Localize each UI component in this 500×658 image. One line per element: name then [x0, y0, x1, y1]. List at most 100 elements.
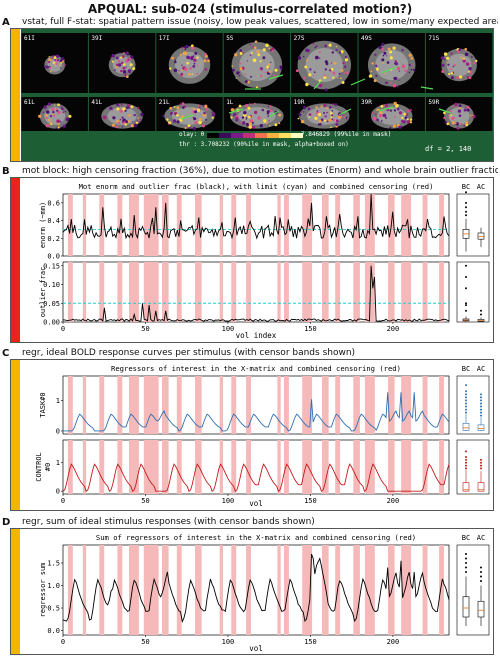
regressor-sum-trace — [62, 553, 450, 623]
stat-blob — [171, 56, 175, 60]
stat-blob — [440, 56, 444, 60]
task-ac-outlier-4 — [480, 402, 482, 405]
stat-blob — [335, 123, 339, 126]
stat-blob — [194, 110, 198, 114]
stat-blob — [57, 59, 59, 62]
stat-blob — [464, 47, 468, 51]
stat-blob — [443, 52, 448, 56]
task-censor-band-22 — [439, 376, 444, 434]
stat-blob — [381, 120, 383, 122]
stat-blob — [138, 121, 141, 123]
stat-blob — [384, 73, 387, 75]
stat-blob — [403, 56, 405, 58]
enorm-censor-band-10 — [231, 194, 237, 256]
olay-label: olay: 0 — [179, 131, 205, 138]
control-censor-band-8 — [195, 440, 202, 494]
motion-xlabel: vol index — [236, 331, 277, 340]
outlier-censor-band-8 — [195, 262, 202, 322]
regressor-xlabel: vol — [249, 499, 263, 508]
stat-blob — [444, 58, 446, 61]
stat-blob — [249, 119, 253, 123]
outlier-pointer-5 — [350, 78, 366, 86]
outlier-ytick-label-2: 0.10 — [43, 281, 60, 289]
stat-blob — [244, 80, 248, 83]
stat-blob — [125, 66, 127, 68]
outlier-censor-band-4 — [129, 262, 139, 322]
stat-blob — [267, 63, 270, 66]
stat-blob — [60, 106, 63, 108]
stat-blob — [341, 114, 344, 116]
stat-blob — [314, 116, 318, 121]
stat-blob — [475, 59, 478, 63]
stat-blob — [252, 58, 257, 63]
sum-xtick-label-2: 100 — [222, 638, 235, 646]
stat-blob — [183, 48, 185, 50]
slice-label-row2-5: 39R — [361, 99, 372, 106]
outlier-censor-band-22 — [439, 262, 444, 322]
page-title: APQUAL: sub-024 (stimulus-correlated mot… — [87, 2, 413, 16]
stat-blob — [464, 123, 467, 126]
stat-blob — [256, 86, 258, 89]
enorm-bc-outlier-3 — [465, 201, 467, 204]
stat-blob — [46, 61, 49, 64]
stat-blob — [317, 123, 320, 126]
stat-blob — [343, 116, 346, 119]
stat-blob — [250, 75, 252, 78]
stat-blob — [318, 57, 321, 59]
enorm-censor-band-8 — [195, 194, 202, 256]
outlier-pointer-8 — [228, 108, 244, 114]
sum-xtick-label-0: 0 — [61, 638, 65, 646]
panel-d-severity-bar — [11, 529, 20, 654]
stat-blob — [45, 116, 48, 119]
control-ylabel-line2: #0 — [44, 463, 52, 471]
stat-blob — [109, 106, 113, 111]
outlier-censor-band-5 — [143, 262, 159, 322]
stat-blob — [393, 101, 397, 106]
panel-a-severity-bar — [11, 29, 20, 161]
stat-blob — [194, 51, 198, 55]
stat-blob — [68, 114, 72, 118]
stat-blob — [308, 125, 310, 127]
control-xtick-label-2: 100 — [222, 497, 235, 505]
enorm-ytick-label-2: 0.4 — [47, 217, 60, 225]
stat-blob — [392, 83, 397, 88]
stat-blob — [454, 102, 458, 107]
panel-b-caption: mot block: high censoring fraction (36%)… — [22, 166, 498, 176]
stat-blob — [257, 116, 261, 120]
stat-blob — [408, 53, 412, 57]
stat-blob — [196, 56, 199, 59]
enorm-ytick-label-3: 0.6 — [47, 199, 60, 207]
outlier-censor-band-0 — [67, 262, 73, 322]
stat-blob — [123, 63, 126, 66]
stat-blob — [55, 62, 58, 65]
stat-blob — [56, 119, 60, 123]
stat-blob — [315, 115, 318, 117]
stat-blob — [38, 114, 42, 118]
stat-blob — [115, 125, 119, 129]
task-censor-band-8 — [195, 376, 202, 434]
slice-label-row2-6: 59R — [428, 99, 439, 106]
stat-blob — [204, 104, 208, 109]
enorm-censor-band-13 — [284, 194, 289, 256]
stat-blob — [120, 56, 123, 59]
motion-plot-title: Mot enorm and outlier frac (black), with… — [79, 182, 434, 191]
stat-blob — [370, 70, 373, 73]
stat-blob — [121, 116, 124, 119]
stat-blob — [233, 52, 235, 55]
stat-blob — [112, 55, 115, 57]
colorbar-segment-2 — [231, 133, 243, 138]
enorm-bc-outlier-2 — [465, 206, 467, 209]
outlier-bc-outlier-5 — [465, 264, 467, 267]
stat-blob — [176, 120, 180, 124]
stat-blob — [324, 88, 328, 92]
outlier-trace — [62, 265, 450, 323]
stat-blob — [401, 64, 406, 69]
enorm-censor-band-7 — [176, 194, 182, 256]
stat-blob — [451, 76, 454, 80]
stat-blob — [457, 109, 462, 113]
stat-blob — [398, 70, 401, 72]
stat-blob — [191, 44, 194, 47]
stat-blob — [326, 107, 329, 110]
stat-blob — [57, 111, 61, 115]
stat-blob — [60, 67, 62, 69]
